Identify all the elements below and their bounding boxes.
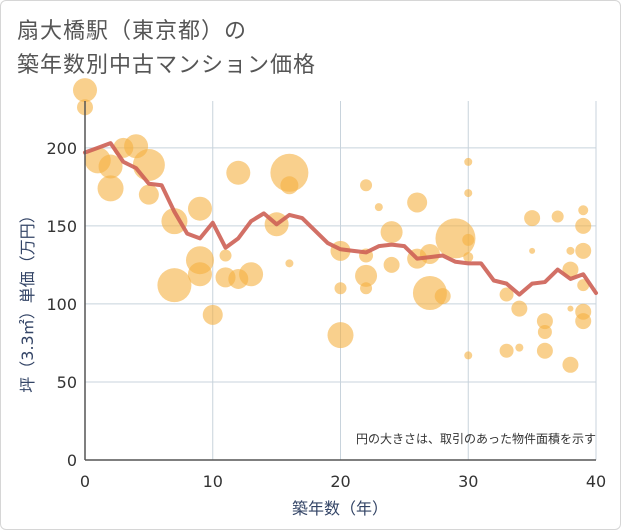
bubble-point <box>566 246 575 255</box>
bubble-point <box>462 233 475 246</box>
bubble-point <box>499 343 514 358</box>
bubble-point <box>270 153 309 192</box>
y-tick-label: 0 <box>67 451 77 470</box>
bubble-point <box>98 154 123 179</box>
bubble-point <box>463 252 474 263</box>
y-tick-label: 150 <box>46 217 77 236</box>
x-axis-title: 築年数（年） <box>292 499 388 518</box>
bubble-point <box>239 262 264 287</box>
size-note: 円の大きさは、取引のあった物件面積を示す <box>356 431 596 446</box>
axes: 0 10 20 30 40 0 50 100 150 200 <box>46 101 606 491</box>
bubble-point <box>355 264 378 287</box>
bubble-point <box>73 78 97 103</box>
bubble-point <box>226 160 251 185</box>
bubble-series <box>73 78 592 373</box>
y-tick-label: 200 <box>46 139 77 158</box>
bubble-point <box>138 184 159 205</box>
x-tick-label: 0 <box>80 472 90 491</box>
bubble-point <box>575 242 592 259</box>
bubble-point <box>536 313 553 330</box>
bubble-point <box>435 218 476 259</box>
bubble-point <box>464 157 473 166</box>
bubble-point <box>202 304 223 325</box>
bubble-point <box>567 305 574 312</box>
bubble-point <box>419 243 440 264</box>
x-tick-label: 20 <box>330 472 350 491</box>
bubble-point <box>360 282 373 295</box>
bubble-point <box>374 203 383 212</box>
bubble-point <box>360 179 373 192</box>
bubble-point <box>515 343 524 352</box>
chart-title-line2: 築年数別中古マンション価格 <box>17 53 317 78</box>
y-tick-label: 100 <box>46 295 77 314</box>
bubble-point <box>187 196 212 221</box>
bubble-point <box>511 300 528 317</box>
bubble-point <box>327 322 354 349</box>
bubble-point <box>280 176 299 195</box>
bubble-point <box>575 313 592 330</box>
bubble-point <box>161 208 188 235</box>
bubble-point <box>524 210 541 227</box>
bubble-point <box>285 259 294 268</box>
bubble-point <box>464 189 473 198</box>
bubble-point <box>529 247 536 254</box>
bubble-point <box>562 356 579 373</box>
bubble-point <box>551 210 564 223</box>
x-tick-label: 30 <box>458 472 478 491</box>
bubble-point <box>187 262 212 287</box>
y-tick-label: 50 <box>57 373 77 392</box>
bubble-point <box>499 287 514 302</box>
bubble-point <box>434 288 451 305</box>
bubble-point <box>334 282 347 295</box>
x-tick-label: 10 <box>203 472 223 491</box>
bubble-point <box>537 325 552 340</box>
chart-title-line1: 扇大橋駅（東京都）の <box>17 19 248 44</box>
bubble-point <box>578 205 589 216</box>
bubble-point <box>464 351 473 360</box>
bubble-point <box>219 249 232 262</box>
bubble-point <box>383 256 400 273</box>
average-price-line <box>83 141 598 297</box>
bubble-point <box>407 192 428 213</box>
bubble-point <box>575 217 592 234</box>
bubble-point <box>380 221 403 244</box>
bubble-point <box>157 268 192 303</box>
bubble-point <box>97 175 124 202</box>
bubble-point <box>536 342 553 359</box>
bubble-point <box>132 148 165 181</box>
chart-title: 扇大橋駅（東京都）の 築年数別中古マンション価格 <box>17 15 316 83</box>
y-axis-title: 坪（3.3㎡）単価（万円） <box>18 207 37 392</box>
x-tick-label: 40 <box>586 472 606 491</box>
